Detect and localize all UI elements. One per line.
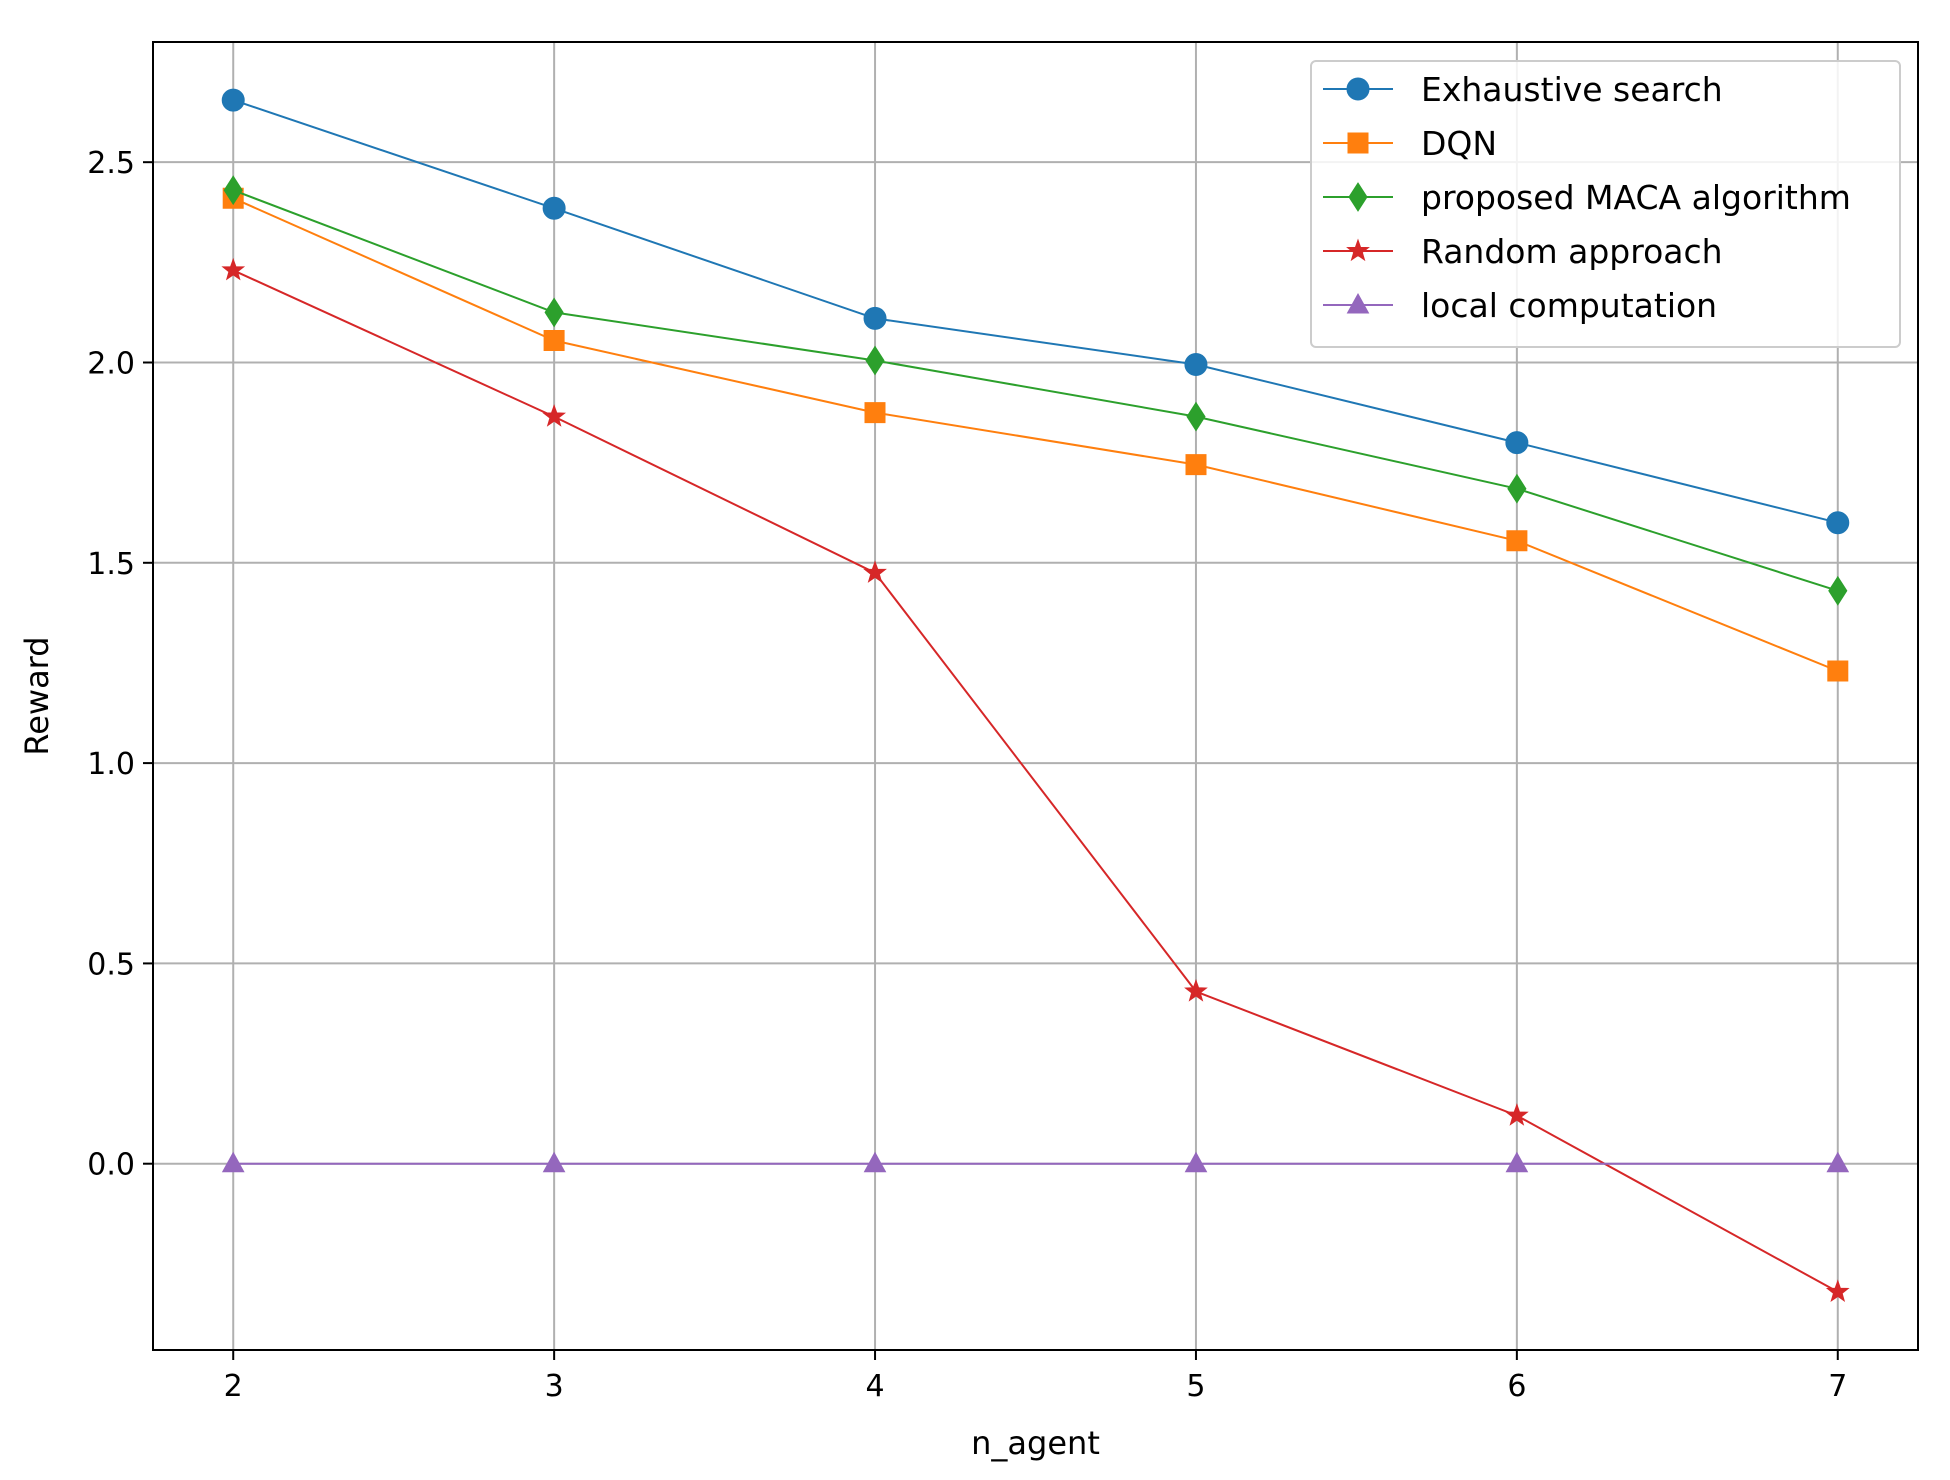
legend-marker-4 xyxy=(1346,292,1370,314)
x-tick-label-4: 6 xyxy=(1507,1369,1526,1404)
data-point-2-0 xyxy=(223,175,243,206)
series-line-0 xyxy=(232,99,1839,524)
data-point-3-2 xyxy=(863,560,887,583)
data-point-0-4 xyxy=(1505,431,1529,455)
data-point-2-5 xyxy=(1828,575,1848,606)
legend-marker-1 xyxy=(1347,132,1369,154)
series-group xyxy=(221,88,1850,1302)
legend-label-4: local computation xyxy=(1421,286,1717,325)
x-tick-label-0: 2 xyxy=(224,1369,243,1404)
series-line-2 xyxy=(232,189,1839,592)
data-point-3-3 xyxy=(1184,979,1208,1002)
series-3 xyxy=(221,257,1850,1302)
data-point-0-1 xyxy=(542,196,566,220)
y-tick-label-4: 2.0 xyxy=(87,346,135,381)
legend-marker-0 xyxy=(1346,77,1370,101)
series-line-1 xyxy=(232,197,1839,672)
x-tick-label-5: 7 xyxy=(1828,1369,1847,1404)
y-tick-label-3: 1.5 xyxy=(87,547,135,582)
legend-item-3: Random approach xyxy=(1323,232,1723,271)
legend-box xyxy=(1310,60,1901,348)
legend-item-4: local computation xyxy=(1323,286,1717,325)
y-axis-label: Reward xyxy=(18,636,56,755)
data-point-4-1 xyxy=(542,1151,566,1173)
y-tick-label-1: 0.5 xyxy=(87,947,135,982)
series-1 xyxy=(222,187,1849,682)
data-point-1-5 xyxy=(1827,660,1849,682)
series-2 xyxy=(223,175,1848,606)
legend-item-2: proposed MACA algorithm xyxy=(1323,178,1851,217)
data-point-0-3 xyxy=(1184,352,1208,376)
legend-label-2: proposed MACA algorithm xyxy=(1421,178,1851,217)
x-tick-label-2: 4 xyxy=(865,1369,884,1404)
series-4 xyxy=(221,1151,1850,1173)
legend-label-0: Exhaustive search xyxy=(1421,70,1723,109)
x-tick-label-1: 3 xyxy=(545,1369,564,1404)
data-point-3-1 xyxy=(542,404,566,427)
data-point-3-4 xyxy=(1504,1103,1529,1126)
data-point-3-0 xyxy=(221,257,246,281)
data-point-2-4 xyxy=(1507,473,1527,504)
axis-ticks: 2 3 4 5 6 7 0.0 0.5 1.0 1.5 2.0 2.5 xyxy=(87,146,1847,1404)
legend-item-1: DQN xyxy=(1323,124,1497,163)
data-point-4-5 xyxy=(1826,1151,1850,1173)
x-axis-label: n_agent xyxy=(971,1424,1100,1462)
data-point-1-2 xyxy=(864,402,886,424)
data-point-1-3 xyxy=(1185,454,1207,476)
legend-item-0: Exhaustive search xyxy=(1323,70,1723,109)
data-point-1-4 xyxy=(1506,530,1528,552)
data-point-2-2 xyxy=(865,345,885,376)
series-0 xyxy=(221,88,1850,535)
series-line-3 xyxy=(232,269,1839,1293)
data-point-4-0 xyxy=(221,1151,245,1173)
y-tick-label-0: 0.0 xyxy=(87,1148,135,1183)
data-point-0-2 xyxy=(863,306,887,330)
legend-label-1: DQN xyxy=(1421,124,1497,163)
plot-frame xyxy=(152,41,1919,1351)
y-tick-label-2: 1.0 xyxy=(87,747,135,782)
data-point-2-3 xyxy=(1186,401,1206,432)
legend-marker-3 xyxy=(1346,238,1370,262)
data-point-4-4 xyxy=(1505,1151,1529,1173)
y-tick-label-5: 2.5 xyxy=(87,146,135,181)
data-point-0-0 xyxy=(221,88,245,112)
data-point-3-5 xyxy=(1825,1279,1850,1302)
legend: Exhaustive search DQN proposed MACA algori… xyxy=(1310,60,1901,348)
data-point-4-2 xyxy=(863,1151,887,1173)
x-tick-label-3: 5 xyxy=(1186,1369,1205,1404)
data-point-4-3 xyxy=(1184,1151,1208,1173)
legend-label-3: Random approach xyxy=(1421,232,1723,271)
data-point-0-5 xyxy=(1826,511,1850,535)
data-point-1-1 xyxy=(543,330,565,351)
data-point-2-1 xyxy=(544,297,564,328)
legend-marker-2 xyxy=(1348,182,1368,212)
